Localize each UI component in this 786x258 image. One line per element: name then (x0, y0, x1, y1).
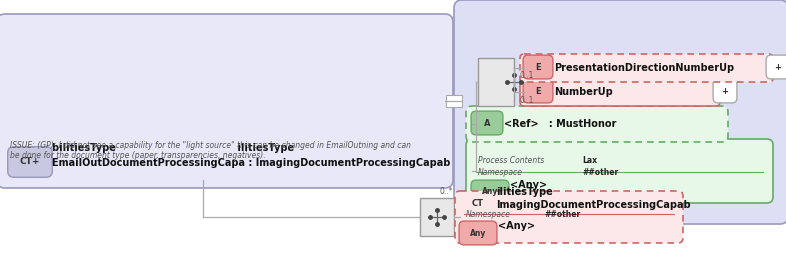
FancyBboxPatch shape (520, 54, 773, 82)
FancyBboxPatch shape (0, 14, 453, 188)
FancyBboxPatch shape (520, 78, 720, 106)
FancyBboxPatch shape (466, 139, 773, 203)
Text: <Any>: <Any> (498, 221, 535, 231)
Text: ilitiesType: ilitiesType (496, 187, 553, 197)
Text: E: E (535, 62, 541, 71)
Bar (478, 58, 514, 106)
Text: Any: Any (470, 229, 487, 238)
Text: <Any>: <Any> (510, 180, 547, 190)
Bar (420, 198, 454, 236)
FancyBboxPatch shape (471, 180, 509, 204)
Text: Lax: Lax (582, 156, 597, 165)
Text: <Ref>   : MustHonor: <Ref> : MustHonor (504, 119, 616, 129)
Text: NumberUp: NumberUp (554, 87, 613, 97)
Bar (446, 95, 461, 107)
FancyBboxPatch shape (459, 221, 497, 245)
Text: PresentationDirectionNumberUp: PresentationDirectionNumberUp (554, 63, 734, 73)
FancyBboxPatch shape (766, 55, 786, 79)
Text: E: E (535, 86, 541, 95)
FancyBboxPatch shape (713, 79, 737, 103)
FancyBboxPatch shape (523, 79, 553, 103)
FancyBboxPatch shape (455, 191, 683, 243)
FancyBboxPatch shape (461, 190, 496, 217)
Text: ISSUE: (GP): I did not see a capability for the "light source" this can be chang: ISSUE: (GP): I did not see a capability … (10, 141, 411, 160)
Text: +: + (774, 62, 781, 71)
Text: ImagingDocumentProcessingCapab: ImagingDocumentProcessingCapab (496, 200, 691, 210)
FancyBboxPatch shape (466, 106, 728, 142)
Text: 0..1: 0..1 (519, 71, 534, 80)
Text: Namespace: Namespace (466, 210, 511, 219)
Text: Process Contents: Process Contents (478, 156, 544, 165)
Text: ##other: ##other (544, 210, 580, 219)
FancyBboxPatch shape (8, 147, 53, 177)
Text: A: A (483, 118, 490, 127)
FancyBboxPatch shape (454, 0, 786, 224)
Text: ##other: ##other (582, 168, 619, 177)
Text: EmailOutDocumentProcessingCapa : ImagingDocumentProcessingCapab: EmailOutDocumentProcessingCapa : Imaging… (52, 158, 450, 168)
Text: +: + (722, 86, 729, 95)
Text: Any: Any (482, 188, 498, 197)
Text: bilitiesType                                    ilitiesType: bilitiesType ilitiesType (52, 143, 294, 153)
FancyBboxPatch shape (523, 55, 553, 79)
FancyBboxPatch shape (471, 111, 503, 135)
Text: Namespace: Namespace (478, 168, 523, 177)
Text: 0..*: 0..* (440, 187, 454, 196)
Text: CT: CT (472, 199, 484, 208)
Text: 0..1: 0..1 (519, 96, 534, 105)
Text: CT+: CT+ (20, 157, 40, 166)
